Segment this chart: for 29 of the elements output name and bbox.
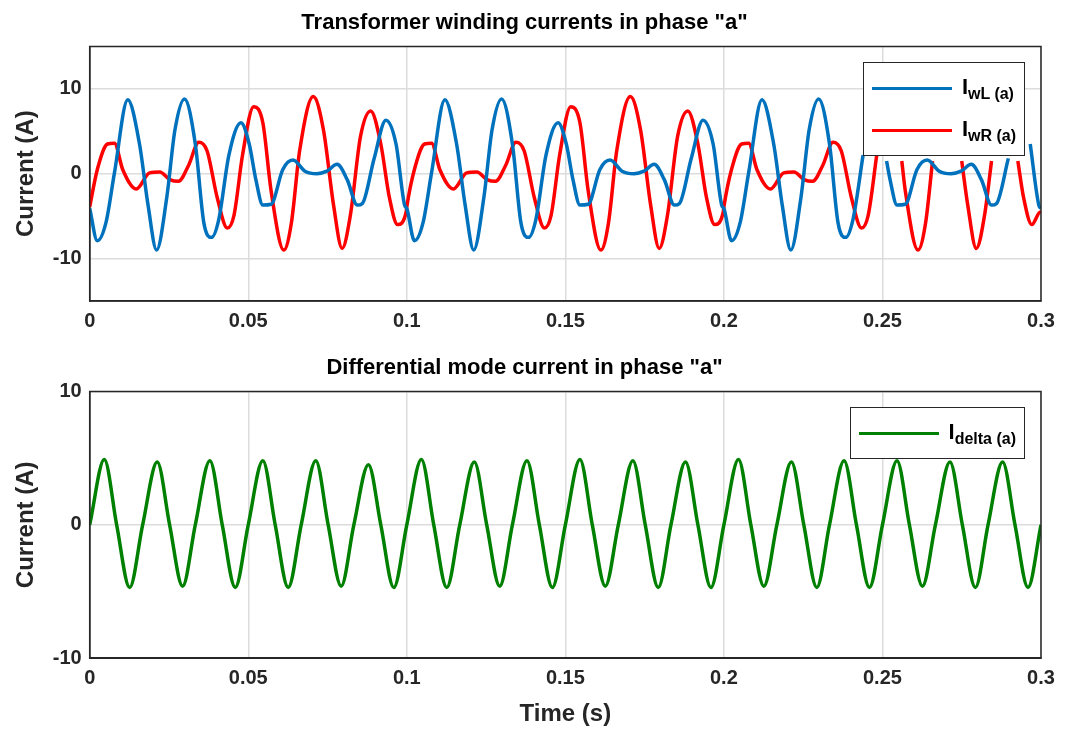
y-axis-title: Current (A) — [11, 110, 39, 238]
legend-label: I$_{delta (a)}$ — [948, 418, 1016, 449]
x-tick-label: 0.25 — [862, 308, 902, 331]
x-tick-label: 0 — [84, 308, 96, 331]
x-tick-label: 0.15 — [545, 665, 585, 688]
y-tick-label: 0 — [70, 512, 82, 535]
chart-title: Transformer winding currents in phase "a" — [301, 9, 748, 35]
x-tick-label: 0.2 — [710, 308, 738, 331]
x-tick-label: 0.3 — [1027, 665, 1055, 688]
x-tick-label: 0.1 — [392, 665, 421, 688]
y-tick-label: 10 — [59, 378, 82, 401]
y-tick-label: -10 — [52, 246, 82, 269]
x-tick-label: 0.05 — [228, 665, 268, 688]
x-tick-label: 0.15 — [545, 308, 585, 331]
y-axis-title: Current (A) — [11, 461, 39, 589]
x-axis-title: Time (s) — [519, 699, 612, 727]
x-tick-label: 0 — [84, 665, 96, 688]
x-tick-label: 0.2 — [710, 665, 738, 688]
legend-label: I$_{wR (a)}$ — [961, 115, 1016, 146]
x-tick-label: 0.3 — [1027, 308, 1055, 331]
y-tick-label: 0 — [70, 161, 82, 184]
x-tick-label: 0.05 — [228, 308, 268, 331]
x-tick-label: 0.1 — [392, 308, 421, 331]
chart-title: Differential mode current in phase "a" — [326, 354, 723, 380]
x-tick-label: 0.25 — [862, 665, 902, 688]
line-series — [89, 457, 1041, 590]
y-tick-label: -10 — [52, 645, 82, 668]
legend-label: I$_{wL (a)}$ — [961, 73, 1014, 104]
y-tick-label: 10 — [59, 76, 82, 99]
